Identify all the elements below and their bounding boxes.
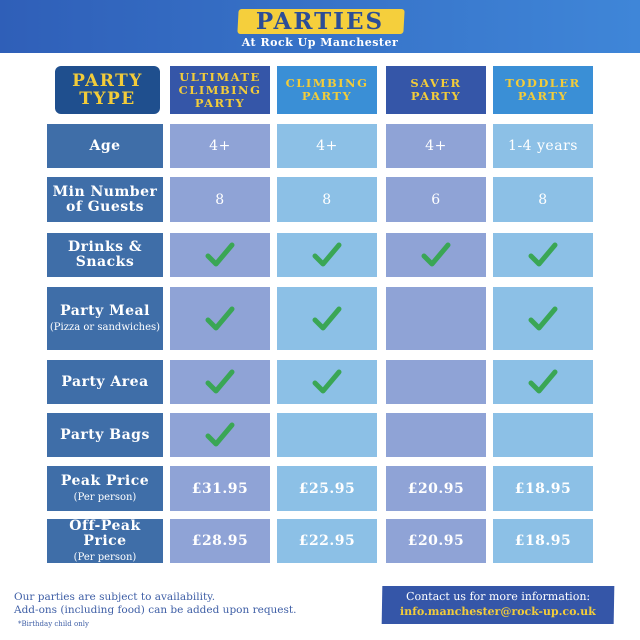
column-header-text: TODDLER PARTY — [505, 76, 581, 103]
cell-value: £18.95 — [514, 533, 572, 549]
addons-note: Add-ons (including food) can be added up… — [14, 604, 297, 616]
cell-value: 4+ — [316, 138, 338, 154]
contact-label: Contact us for more information: — [405, 590, 591, 603]
table-cell: £31.95 — [170, 466, 270, 511]
row-label: Min Number of Guests — [47, 177, 163, 222]
contact-email[interactable]: info.manchester@rock-up.co.uk — [399, 605, 596, 618]
table-cell — [277, 360, 377, 404]
table-cell — [277, 287, 377, 350]
table-cell — [386, 287, 486, 350]
row-label: Party Meal (Pizza or sandwiches) — [47, 287, 163, 350]
table-cell — [170, 360, 270, 404]
table-cell: 6 — [386, 177, 486, 222]
table-cell — [493, 360, 593, 404]
table-cell — [493, 413, 593, 457]
cell-value: 1-4 years — [508, 138, 578, 154]
table-cell: 4+ — [170, 124, 270, 168]
cell-value: 6 — [431, 191, 441, 208]
check-icon — [205, 242, 235, 267]
row-label: Drinks & Snacks — [47, 233, 163, 277]
table-cell: 8 — [170, 177, 270, 222]
table-cell: £18.95 — [493, 519, 593, 563]
check-icon — [528, 242, 558, 267]
cell-value: 8 — [538, 191, 548, 208]
table-cell: £18.95 — [493, 466, 593, 511]
column-header: ULTIMATE CLIMBING PARTY — [170, 66, 270, 114]
cell-value: £31.95 — [191, 480, 249, 497]
header-banner: PARTIES At Rock Up Manchester — [0, 0, 640, 53]
row-label-text: Peak Price — [60, 473, 150, 489]
cell-value: 4+ — [209, 138, 231, 154]
page-subtitle: At Rock Up Manchester — [241, 36, 399, 49]
table-cell: 8 — [277, 177, 377, 222]
check-icon — [421, 242, 451, 267]
cell-value: 8 — [215, 191, 225, 208]
table-cell: 4+ — [386, 124, 486, 168]
table-cell — [277, 413, 377, 457]
check-icon — [528, 306, 558, 330]
column-header-text: CLIMBING PARTY — [285, 76, 369, 103]
table-cell — [170, 233, 270, 277]
cell-value: £18.95 — [514, 480, 572, 497]
table-cell — [386, 413, 486, 457]
table-cell: £28.95 — [170, 519, 270, 563]
check-icon — [205, 422, 235, 447]
page-title: PARTIES — [255, 8, 385, 35]
row-label-text: Min Number of Guests — [52, 183, 158, 215]
birthday-note: *Birthday child only — [18, 620, 89, 628]
table-cell — [170, 287, 270, 350]
cell-value: £25.95 — [298, 480, 356, 497]
check-icon — [205, 306, 235, 330]
row-label-note: (Pizza or sandwiches) — [49, 322, 161, 333]
row-label-text: Drinks & Snacks — [67, 239, 143, 270]
row-label-text: Party Meal — [60, 303, 150, 319]
row-label-note: (Per person) — [73, 492, 137, 503]
party-type-label: PARTY TYPE — [55, 66, 160, 114]
corner-label-text: PARTY TYPE — [72, 71, 143, 109]
table-cell: £20.95 — [386, 519, 486, 563]
row-label-note: (Per person) — [73, 552, 137, 563]
table-cell: 8 — [493, 177, 593, 222]
table-cell: £25.95 — [277, 466, 377, 511]
cell-value: £28.95 — [191, 533, 249, 549]
table-cell — [493, 233, 593, 277]
cell-value: £20.95 — [407, 480, 465, 497]
cell-value: £20.95 — [407, 533, 465, 549]
column-header-text: SAVER PARTY — [410, 76, 462, 103]
row-label: Party Area — [47, 360, 163, 404]
row-label-text: Age — [89, 137, 121, 154]
table-cell — [277, 233, 377, 277]
column-header: TODDLER PARTY — [493, 66, 593, 114]
row-label-text: Off-Peak Price — [69, 518, 141, 549]
check-icon — [312, 369, 342, 394]
contact-box: Contact us for more information: info.ma… — [381, 586, 615, 624]
cell-value: £22.95 — [298, 533, 356, 549]
row-label: Peak Price (Per person) — [47, 466, 163, 511]
column-header: SAVER PARTY — [386, 66, 486, 114]
check-icon — [312, 306, 342, 330]
cell-value: 4+ — [425, 138, 447, 154]
column-header-text: ULTIMATE CLIMBING PARTY — [178, 69, 262, 110]
row-label-text: Party Bags — [60, 426, 150, 443]
table-cell: 4+ — [277, 124, 377, 168]
row-label: Party Bags — [47, 413, 163, 457]
table-cell — [386, 233, 486, 277]
table-cell: £20.95 — [386, 466, 486, 511]
check-icon — [205, 369, 235, 394]
check-icon — [312, 242, 342, 267]
table-cell: £22.95 — [277, 519, 377, 563]
table-cell — [170, 413, 270, 457]
row-label: Age — [47, 124, 163, 168]
table-cell — [493, 287, 593, 350]
cell-value: 8 — [322, 191, 332, 208]
availability-note: Our parties are subject to availability. — [14, 591, 216, 603]
check-icon — [528, 369, 558, 394]
row-label-text: Party Area — [61, 373, 149, 390]
column-header: CLIMBING PARTY — [277, 66, 377, 114]
table-cell: 1-4 years — [493, 124, 593, 168]
row-label: Off-Peak Price (Per person) — [47, 519, 163, 563]
table-cell — [386, 360, 486, 404]
